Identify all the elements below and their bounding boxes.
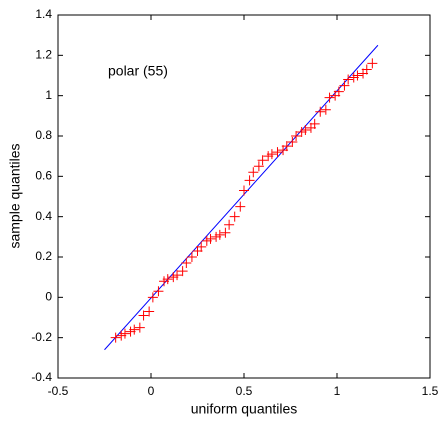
y-tick-label: 0.6 [35,169,52,183]
point [272,147,283,158]
point [266,149,277,160]
x-tick-label: 0.5 [236,384,253,398]
y-tick-label: 1 [45,88,52,102]
point [367,58,378,69]
y-axis-label: sample quantiles [7,143,23,248]
point [196,241,207,252]
x-tick-label: -0.5 [48,384,69,398]
point [205,233,216,244]
point [324,92,335,103]
point [235,201,246,212]
x-tick-label: 1.5 [422,384,439,398]
point [281,141,292,152]
reference-line [104,44,379,351]
point [343,74,354,85]
point [224,219,235,230]
point [287,137,298,148]
point [333,86,344,97]
y-tick-label: 0.8 [35,128,52,142]
point [320,104,331,115]
y-tick-label: 0.2 [35,249,52,263]
point [352,70,363,81]
point [309,118,320,129]
y-tick-label: -0.2 [31,330,52,344]
point [291,131,302,141]
point [315,106,326,117]
point [186,252,197,262]
point [110,332,121,343]
point [239,185,249,196]
x-tick-label: 0 [148,384,155,398]
point [153,286,164,297]
point [129,324,140,335]
point [181,258,192,269]
point [229,211,240,222]
point [220,227,231,238]
annotation: polar (55) [108,63,168,79]
point [172,270,183,281]
point [138,310,149,321]
point [244,175,255,186]
y-tick-label: 1.2 [35,48,52,62]
x-tick-label: 1 [334,384,341,398]
y-tick-label: -0.4 [31,370,52,384]
x-axis-label: uniform quantiles [191,401,298,417]
point [147,292,158,303]
y-tick-label: 1.4 [35,7,52,21]
y-tick-label: 0.4 [35,209,52,223]
point [257,155,268,166]
point [253,161,264,172]
point [248,167,259,178]
point [119,328,130,339]
point [134,322,145,333]
point [361,64,372,75]
point [162,274,173,285]
point [177,266,188,277]
y-tick-label: 0 [45,290,52,304]
point [214,229,225,240]
point [339,80,350,91]
point [144,306,155,317]
point [300,124,311,135]
